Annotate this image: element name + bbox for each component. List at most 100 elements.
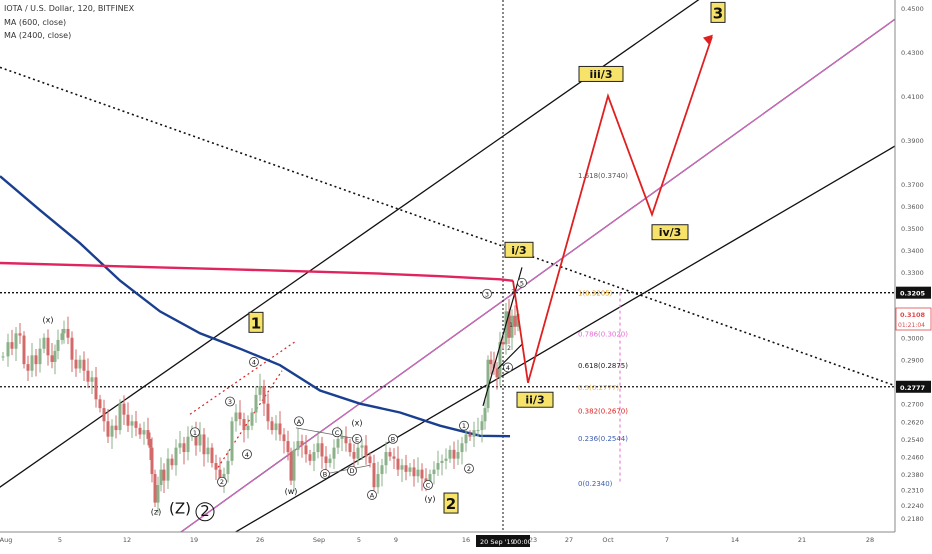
wave-count-label: 5 — [520, 279, 524, 287]
candle-body — [324, 456, 328, 464]
candle-body — [246, 425, 250, 431]
candle-body — [254, 394, 258, 413]
candle-body — [432, 469, 436, 475]
candle-body — [150, 447, 154, 475]
candle-body — [82, 359, 86, 371]
candle-body — [408, 467, 412, 472]
candle-body — [356, 447, 360, 459]
candle-body — [202, 434, 206, 455]
candle-body — [110, 425, 114, 437]
candle-body — [186, 436, 190, 453]
wave-box — [504, 241, 534, 258]
price-tick-label: 0.3700 — [901, 181, 924, 189]
time-tick-label: 7 — [665, 536, 669, 544]
candle-body — [270, 421, 274, 431]
current-price-tag-bg — [895, 307, 932, 331]
candle-body — [436, 463, 440, 470]
subwave-label: 3 — [511, 289, 515, 296]
wave-count-circle — [503, 362, 513, 373]
plot-area: 1.618(0.3740) 1(0.3205) 0.786(0.3020) 0.618… — [0, 0, 895, 532]
wave-count-label: E — [355, 435, 359, 443]
wave-box-label: 2 — [446, 495, 456, 513]
wave-label: (x) — [352, 419, 363, 428]
candle-body — [404, 465, 408, 472]
wave-box — [651, 224, 689, 241]
wave-box-label: i/3 — [511, 244, 526, 257]
wave-count-circle — [332, 427, 342, 438]
candle-body — [344, 436, 348, 444]
candle-body — [296, 441, 300, 450]
wave-box — [516, 391, 554, 408]
candle-body — [286, 441, 290, 453]
wave-count-circle — [367, 490, 377, 500]
ma2400-legend: MA (2400, close) — [4, 31, 72, 40]
time-tick-label: 21 — [798, 536, 806, 544]
price-tick-label: 0.2620 — [901, 418, 924, 426]
wave-count-label: 1 — [462, 422, 466, 430]
ma600-legend: MA (600, close) — [4, 18, 67, 27]
symbol-title: IOTA / U.S. Dollar, 120, BITFINEX — [4, 4, 135, 13]
candle-body — [86, 370, 90, 382]
candle-body — [102, 408, 106, 422]
countdown-tag: 01:21:04 — [898, 322, 925, 329]
candle-body — [138, 427, 142, 435]
wave-count-label: 3 — [485, 290, 489, 298]
wave-count-label: 4 — [245, 451, 249, 459]
wave-box-label: ii/3 — [525, 394, 544, 407]
resistance-price-tag: 0.3205 — [900, 290, 926, 298]
candle-body — [38, 348, 42, 365]
wave-count-label: A — [297, 418, 302, 426]
wave-box — [578, 65, 624, 82]
candle-body — [428, 474, 432, 483]
price-tick-label: 0.4500 — [901, 5, 924, 13]
price-tick-label: 0.3300 — [901, 269, 924, 277]
candle-body — [483, 408, 487, 422]
wave-count-circle — [225, 396, 235, 407]
candle-body — [282, 434, 286, 442]
subwave-label: 2 — [507, 345, 511, 352]
candle-body — [30, 355, 34, 371]
candle-body — [340, 436, 344, 439]
wave-count-circle — [459, 420, 469, 431]
resistance-price-tag-bg — [896, 286, 931, 299]
candle-body — [300, 441, 304, 446]
candle-body — [174, 447, 178, 466]
fib-level-label: 0(0.2340) — [578, 480, 613, 488]
wave-count-circle — [423, 480, 433, 490]
candle-body — [118, 403, 122, 431]
wave-count-label: 4 — [252, 358, 256, 366]
wave-box-label: 3 — [713, 4, 723, 22]
wave-count-circle — [464, 463, 474, 474]
candle-body — [170, 458, 174, 466]
fib-level-label: 0.786(0.3020) — [578, 330, 628, 338]
candle-body — [289, 452, 293, 481]
candle-body — [328, 458, 332, 464]
candle-body — [292, 449, 296, 481]
candle-body — [198, 434, 202, 446]
candle-body — [78, 359, 82, 369]
wedge-line — [497, 343, 523, 369]
price-tick-label: 0.2900 — [901, 357, 924, 365]
candle-body — [448, 449, 452, 459]
candle-body — [444, 458, 448, 461]
wave-count-label: A — [370, 491, 375, 499]
candle-body — [380, 465, 384, 475]
candle-body — [495, 368, 499, 378]
time-tick-label: Sep — [313, 536, 325, 544]
wave-count-label: C — [426, 482, 431, 490]
wave-label: (z) — [151, 508, 161, 517]
candle-body — [182, 443, 186, 453]
candle-body — [90, 377, 94, 382]
wave-count-circle — [217, 476, 227, 487]
candle-body — [214, 463, 218, 470]
candle-body — [258, 386, 262, 395]
candle-body — [74, 359, 78, 369]
wave-count-label: 2 — [467, 465, 471, 473]
wave-box-label: iv/3 — [659, 226, 682, 239]
candle-body — [26, 364, 30, 371]
wave-label: (x) — [43, 315, 54, 324]
wave-label: 2 — [200, 502, 210, 520]
candle-body — [360, 445, 364, 448]
candle-body — [507, 311, 511, 338]
